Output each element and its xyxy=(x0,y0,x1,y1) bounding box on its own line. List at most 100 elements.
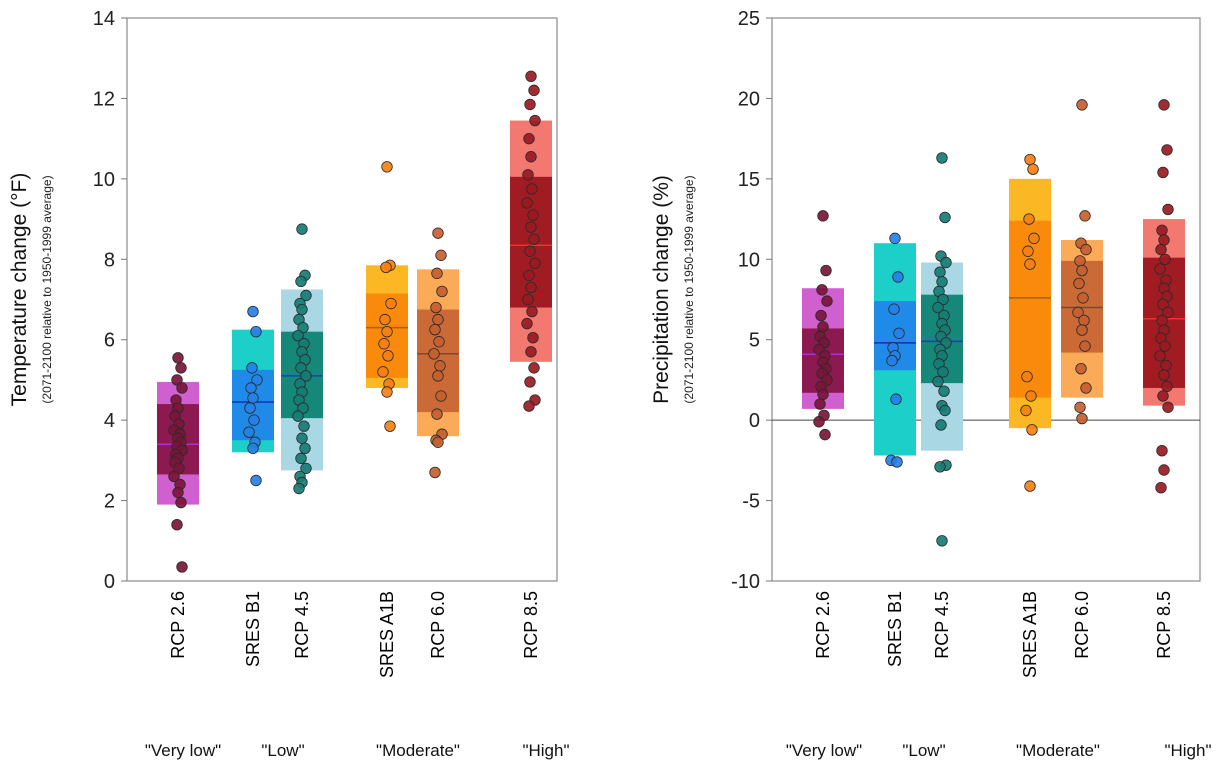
data-point xyxy=(1024,153,1036,166)
category-label: RCP 4.5 xyxy=(292,591,312,659)
data-point xyxy=(435,390,447,402)
data-point xyxy=(173,462,185,475)
y-tick-label: 5 xyxy=(749,330,760,352)
data-point xyxy=(817,388,829,401)
data-point xyxy=(175,496,187,509)
data-point xyxy=(816,284,828,296)
data-point xyxy=(1025,390,1037,402)
temperature-change-panel: 0 2 4 6 8 10 12 14 Temperature change (°F) (2071-… xyxy=(8,8,570,760)
y-axis-sublabel: (2071-2100 relative to 1950-1999 average… xyxy=(682,175,696,403)
data-point xyxy=(1079,210,1091,222)
data-point xyxy=(432,227,444,239)
data-point xyxy=(175,362,187,374)
data-point xyxy=(939,211,951,224)
data-point xyxy=(379,313,391,326)
data-point xyxy=(1155,243,1167,256)
data-point xyxy=(523,400,535,412)
data-point xyxy=(1159,340,1171,352)
data-point xyxy=(385,297,397,310)
data-point xyxy=(1079,340,1091,352)
scenario-group-label: "Low" xyxy=(261,741,304,760)
data-point xyxy=(296,432,308,444)
data-point xyxy=(886,354,898,367)
data-point xyxy=(250,325,262,338)
data-point xyxy=(527,209,539,221)
category-label: SRES B1 xyxy=(243,591,263,667)
data-point xyxy=(381,161,393,173)
series-rcp-4-5 xyxy=(921,152,963,547)
series-rcp-8-5 xyxy=(1143,99,1185,494)
data-point xyxy=(1154,263,1166,275)
y-axis-label: Temperature change (°F) xyxy=(8,173,31,407)
data-point xyxy=(937,293,949,306)
data-point xyxy=(1077,292,1089,304)
data-point xyxy=(251,374,263,386)
data-point xyxy=(936,535,948,547)
data-point xyxy=(1080,243,1092,256)
y-tick-label: -10 xyxy=(731,571,760,593)
series-sres-b1 xyxy=(232,305,274,487)
data-point xyxy=(892,271,904,283)
data-point xyxy=(817,210,829,222)
category-label: RCP 4.5 xyxy=(932,591,952,659)
data-point xyxy=(1023,213,1035,225)
data-point xyxy=(247,305,259,318)
data-point xyxy=(433,336,445,348)
data-point xyxy=(1156,224,1168,237)
data-point xyxy=(296,303,308,316)
data-point xyxy=(381,386,393,398)
data-point xyxy=(432,370,444,382)
data-point xyxy=(295,275,307,288)
data-point xyxy=(434,360,446,372)
data-point xyxy=(893,327,905,339)
data-point xyxy=(250,474,262,487)
data-point xyxy=(1157,166,1169,179)
data-point xyxy=(523,269,535,282)
data-point xyxy=(522,169,534,181)
series-rcp-2-6 xyxy=(802,210,844,441)
data-point xyxy=(435,249,447,261)
series-sres-a1b xyxy=(1009,153,1051,492)
data-point xyxy=(940,256,952,269)
y-tick-label: 10 xyxy=(738,249,760,271)
data-point xyxy=(246,362,258,374)
data-point xyxy=(436,285,448,298)
data-point xyxy=(1155,482,1167,494)
y-axis-label: Precipitation change (%) xyxy=(650,175,673,404)
series-rcp-4-5 xyxy=(281,223,323,495)
data-point xyxy=(1160,359,1172,372)
data-point xyxy=(1157,298,1169,311)
data-point xyxy=(430,301,442,314)
y-tick-label: 10 xyxy=(93,169,115,191)
data-point xyxy=(527,332,539,344)
data-point xyxy=(1076,264,1088,277)
data-point xyxy=(1162,203,1174,216)
data-point xyxy=(934,266,946,278)
data-point xyxy=(1072,306,1084,319)
category-label: RCP 8.5 xyxy=(1154,591,1174,659)
data-point xyxy=(1080,382,1092,394)
data-point xyxy=(300,370,312,382)
data-point xyxy=(525,151,537,163)
data-point xyxy=(171,519,183,531)
data-point xyxy=(247,442,259,454)
data-point xyxy=(932,301,944,314)
data-point xyxy=(377,366,389,378)
data-point xyxy=(524,245,536,257)
data-point xyxy=(1076,99,1088,111)
y-axis-sublabel: (2071-2100 relative to 1950-1999 average… xyxy=(40,175,54,403)
data-point xyxy=(888,303,900,315)
y-tick-label: 0 xyxy=(104,571,115,593)
category-label: SRES A1B xyxy=(1020,591,1040,678)
data-point xyxy=(528,84,540,97)
precipitation-change-panel: -10 -5 0 5 10 15 20 25 Precipitation change (%) (… xyxy=(650,8,1212,760)
y-tick-label: 14 xyxy=(93,8,115,30)
data-point xyxy=(817,321,829,333)
data-point xyxy=(292,410,304,422)
scenario-group-label: "Very low" xyxy=(145,741,221,760)
data-point xyxy=(1074,401,1086,413)
data-point xyxy=(1156,445,1168,457)
data-point xyxy=(1021,371,1033,383)
data-point xyxy=(526,305,538,318)
